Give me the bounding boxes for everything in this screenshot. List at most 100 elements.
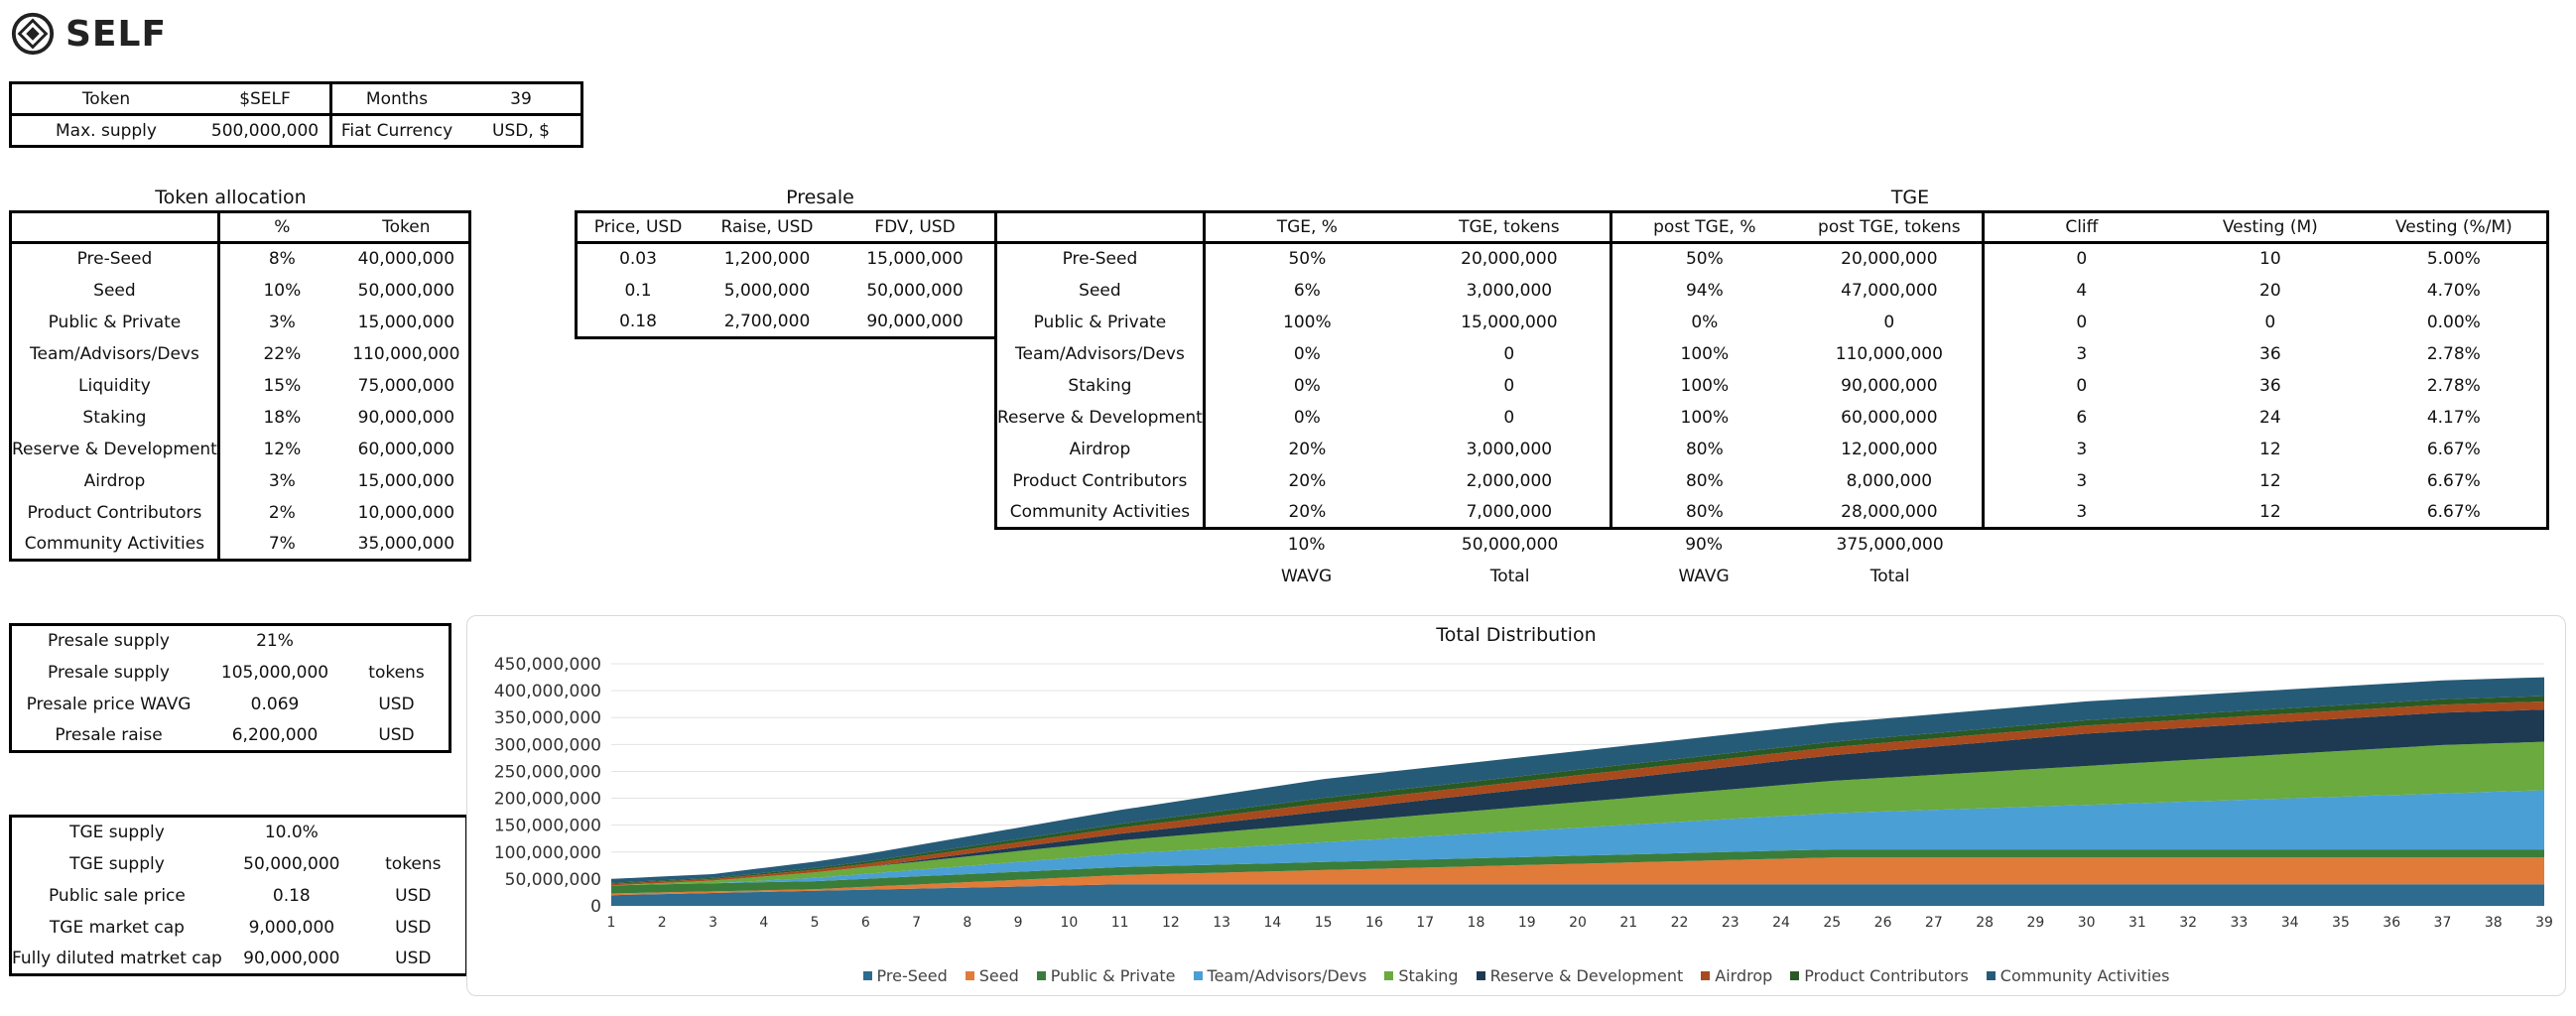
tge-header: Cliff: [1981, 210, 2179, 244]
tge-total-label: Total: [1869, 566, 1910, 586]
legend-label: Product Contributors: [1804, 966, 1969, 985]
tge-cell: 50%: [1288, 249, 1327, 270]
tge-total-label: WAVG: [1678, 566, 1730, 586]
tge-cell: 6.67%: [2361, 496, 2549, 530]
tge-cell: 12: [2259, 470, 2281, 491]
x-tick-label: 38: [2485, 915, 2503, 931]
summary-label: Public sale price: [48, 885, 186, 906]
area-reserve-development: [611, 709, 2544, 886]
tge-total-label-row: WAVG Total WAVG Total: [577, 561, 2548, 592]
tge-cell: 6.67%: [2361, 464, 2549, 497]
allocation-row: Product Contributors 2% 10,000,000: [10, 496, 470, 529]
empty-cell: [577, 465, 700, 497]
tge-cell: 2,000,000: [1466, 470, 1553, 491]
allocation-tokens: 15,000,000: [357, 312, 455, 332]
allocation-name: Public & Private: [10, 306, 220, 338]
summary-value: 39: [510, 88, 532, 109]
tge-cell: 80%: [1609, 496, 1797, 530]
tge-cell: 100%: [1283, 312, 1332, 332]
legend-label: Team/Advisors/Devs: [1207, 966, 1367, 985]
tge-cell: 0: [1503, 407, 1515, 428]
token-summary-table: Token $SELF Months 39 Max. supply 500,00…: [9, 81, 583, 148]
tge-cell: 36: [2259, 343, 2281, 364]
x-tick-label: 7: [912, 915, 921, 931]
tge-cell: 20%: [1288, 439, 1327, 459]
allocation-tokens: 10,000,000: [357, 502, 455, 523]
summary-row: Presale price WAVG 0.069 USD: [11, 689, 451, 720]
summary-label: Token: [81, 88, 131, 109]
allocation-tokens: 75,000,000: [357, 375, 455, 396]
legend-item: Reserve & Development: [1476, 966, 1683, 985]
allocation-row: Team/Advisors/Devs 22% 110,000,000: [10, 337, 470, 370]
presale-header: Raise, USD: [699, 210, 836, 243]
empty-cell: [699, 338, 836, 370]
empty-cell: [577, 338, 700, 370]
y-tick-label: 200,000,000: [494, 790, 601, 810]
tge-cell: 0: [1883, 312, 1895, 332]
tge-row: Staking 0% 0 100% 90,000,000 0 36 2.78%: [577, 369, 2549, 402]
area-public-private: [611, 849, 2544, 894]
tge-summary-table: TGE supply 10.0% TGE supply 50,000,000 token…: [9, 815, 468, 976]
empty-cell: [577, 370, 700, 402]
brand-name: SELF: [65, 13, 168, 55]
empty-cell: [699, 402, 836, 434]
summary-label: Presale supply: [48, 631, 170, 652]
empty-cell: [2362, 529, 2548, 561]
legend-swatch: [862, 971, 872, 980]
allocation-row: Airdrop 3% 15,000,000: [10, 464, 470, 497]
summary-unit: tokens: [385, 853, 442, 874]
y-tick-label: 50,000,000: [505, 870, 601, 890]
empty-cell: [996, 529, 1205, 561]
summary-unit: USD: [395, 948, 432, 968]
y-tick-label: 100,000,000: [494, 843, 601, 863]
legend-label: Public & Private: [1050, 966, 1176, 985]
x-tick-label: 39: [2535, 915, 2553, 931]
x-tick-label: 6: [861, 915, 870, 931]
tge-row-name: Community Activities: [994, 496, 1206, 530]
presale-cell: 15,000,000: [836, 241, 996, 275]
empty-cell: [699, 434, 836, 465]
tge-header: TGE, tokens: [1408, 210, 1611, 244]
x-tick-label: 2: [658, 915, 667, 931]
tge-header: post TGE, %: [1609, 210, 1797, 244]
tge-row: Airdrop 20% 3,000,000 80% 12,000,000 3 12 6.67%: [577, 433, 2549, 465]
x-tick-label: 4: [759, 915, 768, 931]
legend-swatch: [1193, 971, 1203, 980]
tge-total: 10%: [1287, 535, 1326, 556]
presale-summary-table: Presale supply 21% Presale supply 105,000,0…: [9, 623, 451, 753]
tge-row-name: Reserve & Development: [994, 401, 1206, 434]
summary-unit: USD: [378, 694, 415, 714]
tge-cell: 47,000,000: [1841, 280, 1938, 301]
allocation-tokens: 60,000,000: [357, 439, 455, 459]
y-tick-label: 150,000,000: [494, 817, 601, 836]
allocation-pct: 12%: [263, 439, 302, 459]
x-tick-label: 34: [2281, 915, 2299, 931]
summary-label: Fully diluted matrket cap: [12, 948, 222, 968]
allocation-header-token: Token: [382, 217, 431, 237]
presale-cell: 50,000,000: [866, 280, 964, 301]
tge-row: 0.03 1,200,000 15,000,000 Pre-Seed 50% 20,000…: [575, 241, 2549, 275]
tge-cell: 20%: [1288, 470, 1327, 491]
tge-cell: 60,000,000: [1841, 407, 1938, 428]
allocation-tokens: 15,000,000: [357, 470, 455, 491]
empty-cell: [577, 529, 700, 561]
x-tick-label: 16: [1365, 915, 1383, 931]
legend-item: Team/Advisors/Devs: [1193, 966, 1367, 985]
allocation-pct: 18%: [263, 407, 302, 428]
area-team-advisors-devs: [611, 790, 2544, 886]
legend-label: Community Activities: [1999, 966, 2170, 985]
x-tick-label: 8: [963, 915, 971, 931]
legend-item: Public & Private: [1036, 966, 1176, 985]
tge-cell: 0: [1503, 375, 1515, 396]
allocation-pct: 3%: [268, 312, 296, 332]
x-tick-label: 28: [1976, 915, 1994, 931]
empty-cell: [699, 561, 836, 592]
x-tick-label: 15: [1315, 915, 1333, 931]
summary-row: Presale raise 6,200,000 USD: [11, 720, 451, 752]
empty-cell: [836, 529, 996, 561]
x-tick-label: 26: [1874, 915, 1892, 931]
summary-row: Fully diluted matrket cap 90,000,000 USD: [11, 944, 467, 975]
tge-total-row: 10% 50,000,000 90% 375,000,000: [577, 529, 2548, 561]
tge-row: Reserve & Development 0% 0 100% 60,000,000 6 2…: [577, 401, 2549, 434]
tge-cell: 2.78%: [2361, 369, 2549, 402]
